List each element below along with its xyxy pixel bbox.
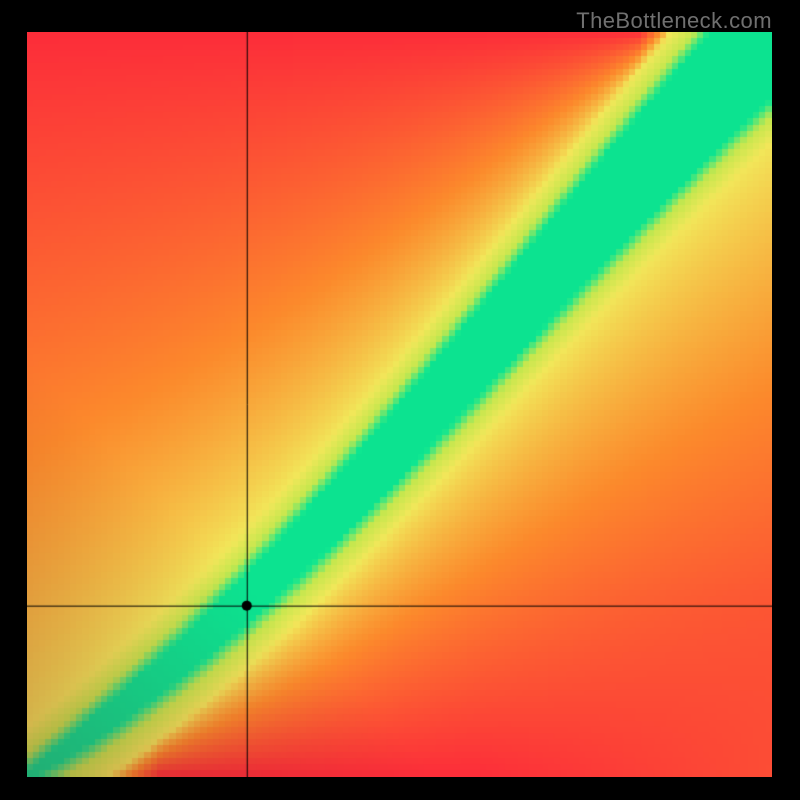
bottleneck-heatmap [27,32,772,777]
root-container: TheBottleneck.com [0,0,800,800]
watermark-text: TheBottleneck.com [576,8,772,34]
